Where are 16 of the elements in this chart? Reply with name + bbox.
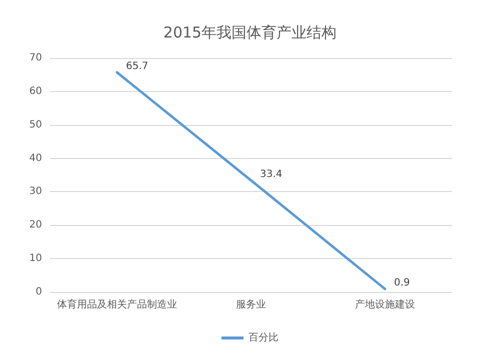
data-label: 33.4 [260,168,282,180]
y-tick-label: 10 [29,253,42,264]
y-tick-label: 60 [29,86,42,97]
x-tick-label: 服务业 [236,298,266,310]
data-label: 65.7 [126,60,148,72]
y-tick-label: 70 [29,52,42,64]
y-tick-label: 40 [29,152,42,164]
y-tick-label: 20 [29,220,42,231]
y-tick-label: 0 [36,286,42,298]
legend-label: 百分比 [248,332,278,344]
data-label: 0.9 [394,277,410,288]
y-tick-label: 30 [29,186,42,198]
chart-title: 2015年我国体育产业结构 [163,24,337,42]
x-tick-label: 体育用品及相关产品制造业 [57,298,177,310]
x-tick-label: 产地设施建设 [355,298,415,310]
y-tick-label: 50 [29,119,42,130]
